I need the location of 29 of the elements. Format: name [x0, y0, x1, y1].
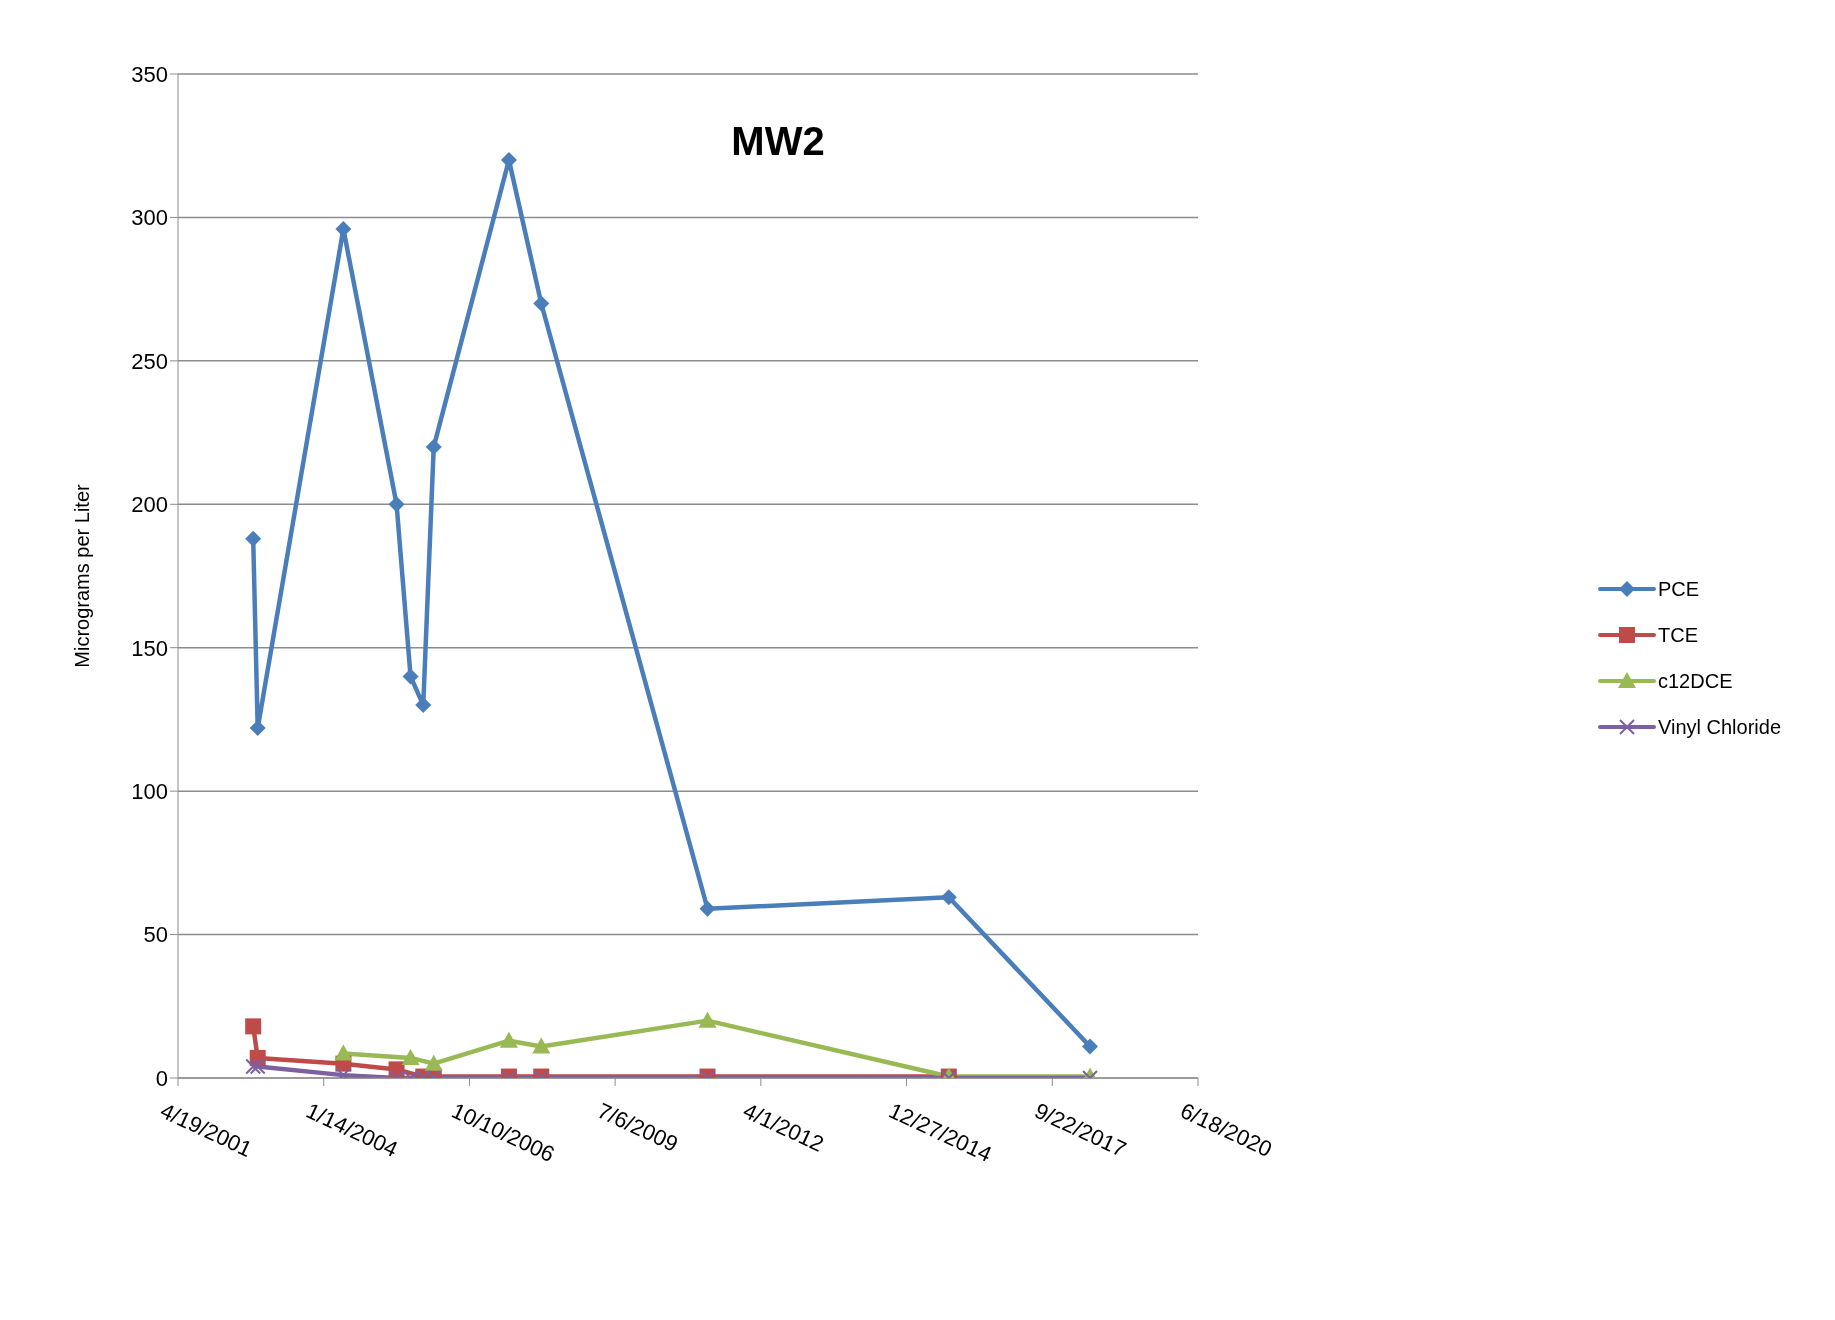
legend-label: TCE: [1658, 623, 1698, 647]
point: [335, 220, 352, 237]
legend-label: PCE: [1658, 577, 1700, 601]
point: [249, 720, 266, 737]
point: [415, 697, 432, 714]
point: [698, 1011, 717, 1028]
y-tick-label: 200: [131, 492, 168, 518]
y-tick-label: 300: [131, 205, 168, 231]
point: [401, 1048, 420, 1065]
y-tick-label: 150: [131, 635, 168, 661]
point: [425, 438, 442, 455]
legend-label: Vinyl Chloride: [1658, 715, 1782, 739]
point: [402, 668, 419, 685]
legend-label: c12DCE: [1658, 669, 1733, 693]
y-tick-label: 250: [131, 348, 168, 374]
y-tick-label: 350: [131, 61, 168, 87]
y-tick-label: 0: [155, 1065, 168, 1091]
point: [699, 900, 716, 917]
point: [533, 295, 550, 312]
point: [499, 1031, 518, 1048]
y-tick-label: 50: [143, 922, 168, 948]
point: [424, 1054, 443, 1071]
point: [532, 1037, 551, 1054]
point: [245, 530, 262, 547]
y-tick-label: 100: [131, 778, 168, 804]
point: [334, 1044, 353, 1061]
y-axis-title: Micrograms per Liter: [71, 483, 94, 668]
point: [388, 496, 405, 513]
text: MW2: [731, 119, 825, 163]
